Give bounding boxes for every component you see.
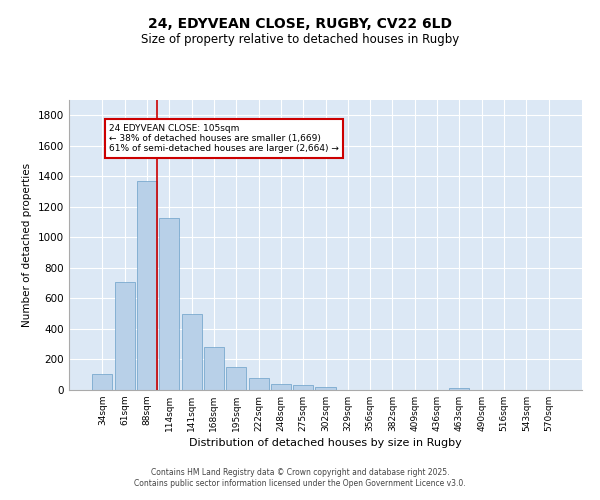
Bar [226,368,246,390]
Bar [293,386,313,390]
Bar [271,384,291,390]
Text: Size of property relative to detached houses in Rugby: Size of property relative to detached ho… [141,32,459,46]
Text: Contains HM Land Registry data © Crown copyright and database right 2025.
Contai: Contains HM Land Registry data © Crown c… [134,468,466,487]
Text: 24 EDYVEAN CLOSE: 105sqm
← 38% of detached houses are smaller (1,669)
61% of sem: 24 EDYVEAN CLOSE: 105sqm ← 38% of detach… [109,124,339,154]
Bar [449,388,469,390]
Bar [248,378,269,390]
Text: 24, EDYVEAN CLOSE, RUGBY, CV22 6LD: 24, EDYVEAN CLOSE, RUGBY, CV22 6LD [148,18,452,32]
Bar [115,282,135,390]
Y-axis label: Number of detached properties: Number of detached properties [22,163,32,327]
Bar [92,374,112,390]
Bar [137,181,157,390]
Bar [159,218,179,390]
X-axis label: Distribution of detached houses by size in Rugby: Distribution of detached houses by size … [189,438,462,448]
Bar [316,388,335,390]
Bar [204,348,224,390]
Bar [182,314,202,390]
